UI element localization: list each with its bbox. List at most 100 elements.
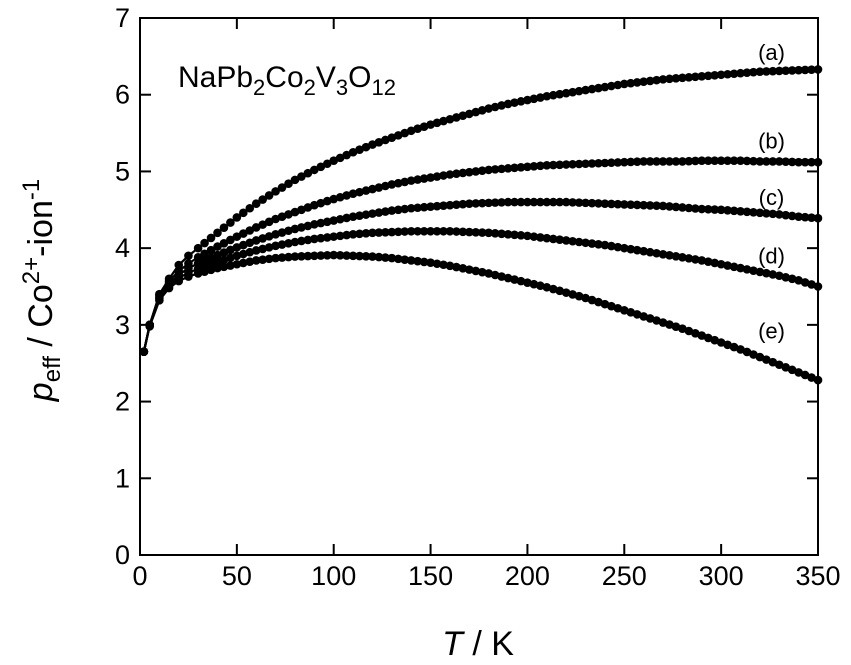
data-point (484, 269, 493, 278)
data-point (348, 147, 358, 157)
y-tick-label: 3 (115, 310, 130, 340)
data-point (742, 265, 752, 274)
data-point (452, 113, 461, 122)
data-point (297, 223, 306, 232)
data-point (497, 229, 506, 239)
data-point (490, 270, 500, 280)
data-point (264, 254, 274, 264)
data-point (561, 236, 571, 245)
data-point (510, 163, 519, 173)
data-point (794, 276, 803, 285)
data-point (426, 120, 435, 129)
data-point (729, 342, 739, 352)
data-point (271, 253, 280, 263)
data-point (497, 272, 506, 281)
data-point (678, 253, 687, 262)
data-point (355, 145, 364, 154)
data-point (368, 184, 377, 194)
data-point (574, 291, 584, 301)
data-point (684, 73, 694, 82)
data-point (264, 232, 274, 241)
data-point (626, 200, 636, 209)
data-point (800, 278, 810, 287)
data-point (807, 65, 816, 74)
data-point (574, 237, 584, 247)
data-point (529, 232, 539, 241)
data-point (387, 227, 397, 237)
data-point (335, 192, 345, 202)
data-point (316, 198, 326, 208)
x-tick-label: 300 (699, 561, 744, 591)
data-point (245, 238, 255, 248)
data-point (691, 204, 700, 213)
data-point (419, 202, 429, 212)
data-point (510, 275, 519, 284)
data-point (258, 244, 267, 254)
data-point (484, 104, 493, 113)
data-point (723, 69, 732, 79)
data-point (477, 267, 487, 277)
data-point (290, 224, 300, 234)
data-point (381, 227, 390, 237)
data-point (316, 233, 326, 243)
series-label-2: (c) (759, 185, 785, 210)
data-point (400, 255, 410, 264)
data-point (671, 202, 681, 212)
data-point (303, 235, 313, 245)
data-point (774, 210, 784, 219)
data-point (645, 247, 655, 257)
data-point (697, 156, 707, 165)
data-point (600, 158, 610, 168)
data-point (465, 167, 474, 177)
series-line (142, 230, 819, 352)
data-point (716, 156, 726, 165)
data-point (697, 72, 707, 81)
data-point (645, 201, 655, 210)
data-point (684, 326, 694, 336)
data-point (639, 157, 648, 166)
compound-part-3: 2 (304, 75, 316, 100)
data-point (561, 288, 571, 297)
data-point (781, 157, 791, 167)
data-point (729, 262, 739, 272)
y-tick-label: 4 (115, 233, 130, 263)
data-point (335, 214, 345, 224)
data-point (445, 261, 455, 271)
data-point (419, 226, 429, 236)
data-point (251, 236, 261, 245)
data-point (574, 198, 584, 207)
x-tick-label: 250 (602, 561, 647, 591)
y-axis-label-rest2: -ion (22, 200, 60, 257)
data-point (768, 357, 778, 367)
series-label-4: (e) (758, 319, 785, 344)
data-point (587, 84, 597, 94)
x-tick-label: 150 (408, 561, 453, 591)
data-point (639, 312, 648, 321)
data-point (419, 174, 429, 183)
data-point (264, 191, 274, 200)
data-point (368, 252, 377, 261)
data-point (355, 229, 364, 239)
data-point (568, 290, 577, 299)
data-point (284, 179, 293, 188)
data-point (477, 166, 487, 175)
data-point (645, 314, 655, 323)
data-point (800, 65, 810, 75)
data-point (678, 324, 687, 333)
data-point (452, 169, 461, 179)
data-point (322, 217, 332, 227)
data-point (497, 198, 506, 207)
data-point (529, 162, 539, 171)
data-point (413, 226, 422, 236)
x-tick-label: 350 (795, 561, 840, 591)
data-point (284, 252, 293, 262)
data-point (716, 205, 726, 215)
data-point (510, 98, 519, 107)
data-point (193, 243, 203, 253)
series-layer (139, 65, 823, 385)
data-point (258, 220, 267, 229)
data-point (206, 253, 216, 263)
data-point (368, 209, 377, 218)
data-point (703, 257, 713, 267)
data-point (245, 257, 255, 267)
